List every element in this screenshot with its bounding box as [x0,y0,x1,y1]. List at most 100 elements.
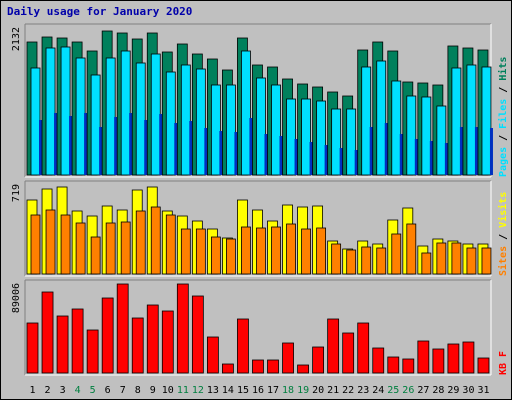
bar-requests-files-day-17 [271,84,281,176]
bar-requests-pages-day-5 [99,127,103,175]
bar-volume-kb-f-day-6 [101,297,114,374]
x-tick-label-day-18: 18 [282,385,294,396]
bar-requests-pages-day-26 [414,139,418,175]
bar-volume-kb-f-day-28 [432,348,445,374]
bar-visitors-sites-day-5 [90,236,101,275]
chart-title: Daily usage for January 2020 [7,5,193,18]
bar-requests-files-day-25 [391,80,402,176]
x-tick-label-day-3: 3 [60,385,66,396]
bar-volume-kb-f-day-9 [146,304,159,374]
bar-requests-files-day-31 [481,66,492,176]
bar-requests-files-day-18 [286,98,296,176]
bar-requests-pages-day-6 [114,117,118,175]
bar-visitors-sites-day-16 [256,227,266,275]
bar-requests-pages-day-20 [324,145,328,175]
series-label-part: / [498,129,509,147]
x-tick-label-day-11: 11 [177,385,189,396]
bar-volume-kb-f-day-16 [252,359,264,374]
bar-requests-pages-day-8 [144,120,148,175]
x-tick-label-day-16: 16 [252,385,264,396]
bar-requests-files-day-12 [195,68,206,176]
bar-volume-kb-f-day-26 [402,358,415,374]
x-tick-label-day-25: 25 [387,385,399,396]
bar-volume-kb-f-day-4 [71,308,84,374]
x-tick-label-day-29: 29 [447,385,459,396]
bar-visitors-sites-day-23 [361,246,372,275]
bar-requests-files-day-14 [226,84,236,176]
bar-volume-kb-f-day-20 [312,346,325,374]
x-tick-label-day-12: 12 [192,385,204,396]
bar-requests-pages-day-28 [444,143,448,175]
x-tick-label-day-28: 28 [432,385,444,396]
bar-volume-kb-f-day-1 [26,322,39,374]
bar-requests-pages-day-21 [339,148,343,175]
bar-requests-pages-day-25 [399,134,403,175]
bar-volume-kb-f-day-31 [477,357,490,374]
bar-requests-files-day-29 [451,67,462,176]
bar-volume-kb-f-day-2 [41,291,54,374]
bar-requests-files-day-16 [256,77,266,176]
bar-requests-pages-day-12 [204,128,208,175]
x-tick-label-day-21: 21 [327,385,339,396]
bar-requests-pages-day-18 [294,139,298,175]
x-tick-label-day-4: 4 [75,385,81,396]
bar-visitors-sites-day-17 [271,226,281,275]
bar-requests-pages-day-27 [429,141,433,175]
bar-volume-kb-f-day-17 [267,359,279,374]
bar-volume-kb-f-day-11 [176,283,189,374]
series-label-part: Hits [497,57,509,81]
bar-requests-pages-day-10 [174,123,178,175]
bar-requests-files-day-6 [105,57,116,176]
bar-visitors-sites-day-21 [331,243,342,275]
x-tick-label-day-5: 5 [90,385,96,396]
series-label-part: Sites [497,246,509,276]
x-tick-label-day-19: 19 [297,385,309,396]
bar-volume-kb-f-day-25 [387,356,400,374]
bar-visitors-sites-day-1 [30,214,41,275]
panel-visitors-series-label: Sites / Visits [497,192,509,276]
bar-requests-files-day-22 [346,108,357,176]
panel-requests-series-label: Pages / Files / Hits [497,57,509,177]
bar-volume-kb-f-day-8 [131,317,144,374]
bar-visitors-sites-day-25 [391,233,402,275]
bar-visitors-sites-day-10 [165,214,176,275]
series-label-part: KB F [498,351,509,375]
x-tick-label-day-13: 13 [207,385,219,396]
bar-volume-kb-f-day-21 [327,318,340,374]
bar-requests-files-day-2 [45,47,56,176]
bar-requests-pages-day-19 [309,142,313,175]
bar-visitors-sites-day-29 [451,242,462,275]
bar-visitors-sites-day-12 [195,228,206,275]
bar-requests-files-day-3 [60,46,71,176]
bar-requests-pages-day-30 [474,127,478,175]
series-label-part: / [498,228,509,246]
series-label-part: Pages [498,147,509,177]
bar-visitors-sites-day-27 [421,252,432,275]
panel-requests-ymax-label: 2132 [11,27,22,51]
bar-volume-kb-f-day-18 [282,342,294,374]
bar-volume-kb-f-day-19 [297,364,309,374]
bar-visitors-sites-day-31 [481,247,492,275]
bar-requests-pages-day-29 [459,127,463,175]
bar-requests-files-day-23 [361,66,372,176]
bar-volume-kb-f-day-15 [237,318,249,374]
panel-visitors-ymax-label: 719 [11,184,22,202]
bar-volume-kb-f-day-29 [447,343,460,374]
bar-requests-pages-day-9 [159,114,163,175]
bar-visitors-sites-day-3 [60,214,71,275]
x-tick-label-day-27: 27 [417,385,429,396]
bar-requests-files-day-7 [120,50,131,176]
x-tick-label-day-20: 20 [312,385,324,396]
bar-requests-pages-day-2 [54,113,58,175]
bar-visitors-sites-day-30 [466,247,477,275]
bar-requests-pages-day-7 [129,113,133,175]
x-tick-label-day-8: 8 [135,385,141,396]
panel-volume-ymax-label: 89006 [11,283,22,313]
bar-requests-pages-day-16 [264,134,268,175]
bar-visitors-sites-day-9 [150,206,161,275]
bar-visitors-sites-day-24 [376,247,387,275]
bar-visitors-sites-day-18 [286,223,296,275]
bar-volume-kb-f-day-13 [206,336,219,374]
bar-requests-pages-day-31 [489,128,493,175]
